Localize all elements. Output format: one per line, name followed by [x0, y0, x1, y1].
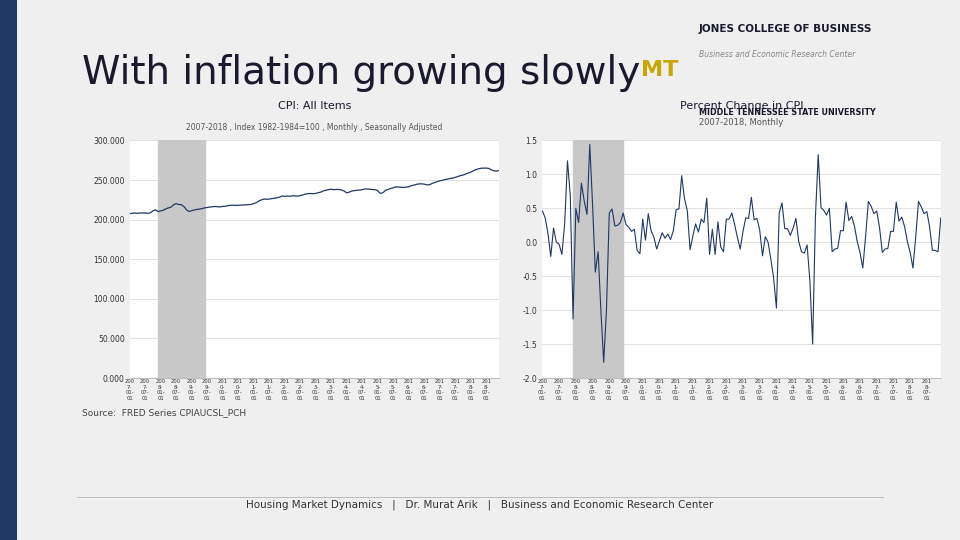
Text: MIDDLE TENNESSEE STATE UNIVERSITY: MIDDLE TENNESSEE STATE UNIVERSITY	[699, 108, 876, 117]
Text: Percent Change in CPI: Percent Change in CPI	[680, 100, 804, 111]
Text: CPI: All Items: CPI: All Items	[277, 100, 351, 111]
Text: With inflation growing slowly: With inflation growing slowly	[82, 54, 640, 92]
Text: 2007-2018 , Index 1982-1984=100 , Monthly , Seasonally Adjusted: 2007-2018 , Index 1982-1984=100 , Monthl…	[186, 123, 443, 132]
Bar	[158, 140, 204, 378]
Text: Business and Economic Research Center: Business and Economic Research Center	[699, 50, 855, 59]
Text: JONES COLLEGE OF BUSINESS: JONES COLLEGE OF BUSINESS	[699, 24, 873, 35]
Bar	[573, 140, 623, 378]
Text: 2007-2018, Monthly: 2007-2018, Monthly	[700, 118, 783, 127]
Text: Housing Market Dynamics   |   Dr. Murat Arik   |   Business and Economic Researc: Housing Market Dynamics | Dr. Murat Arik…	[247, 500, 713, 510]
Text: MT: MT	[641, 60, 679, 80]
Text: Source:  FRED Series CPIAUCSL_PCH: Source: FRED Series CPIAUCSL_PCH	[82, 408, 246, 417]
